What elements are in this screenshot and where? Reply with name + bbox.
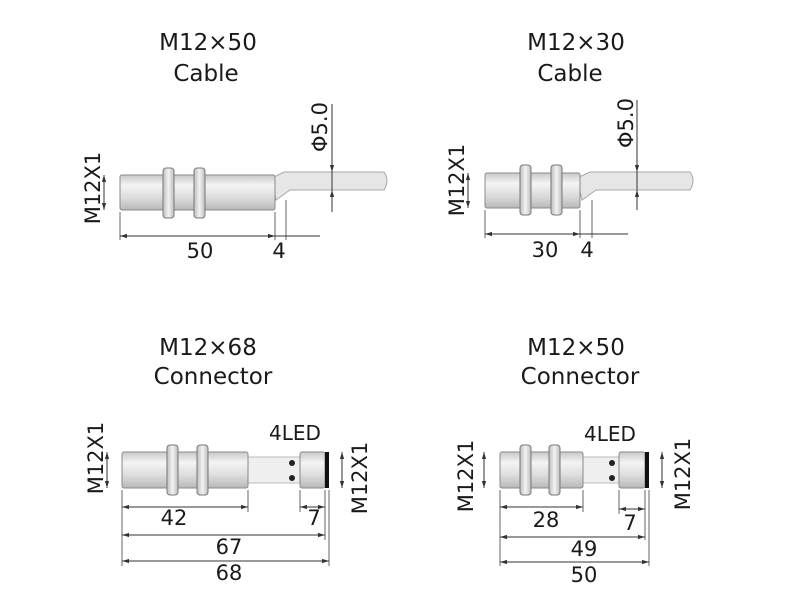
diagram-m12x30-cable: M12×30 Cable M12X1 Φ5.0 30 4 [445, 30, 694, 262]
diagram-title-line1: M12×68 [159, 335, 257, 361]
total-length-label: 68 [216, 561, 243, 585]
thread-label-left: M12X1 [84, 422, 108, 495]
led-indicator [609, 460, 615, 466]
connector-length-label: 7 [307, 506, 320, 530]
gap-length-label: 4 [580, 238, 593, 262]
body-length-label: 28 [533, 508, 560, 532]
lock-nut [166, 444, 179, 496]
total-length-label: 50 [571, 563, 598, 587]
sensor-body [121, 451, 249, 489]
led-label: 4LED [584, 422, 636, 446]
cable-diameter-label: Φ5.0 [614, 98, 638, 148]
connector-length-label: 7 [623, 511, 636, 535]
body-length-label: 42 [161, 506, 188, 530]
inner-length-label: 67 [216, 535, 243, 559]
m12-connector [299, 451, 326, 489]
diagram-title-line2: Cable [173, 61, 238, 87]
sensor-cable [576, 171, 694, 201]
thread-label-right: M12X1 [671, 438, 695, 511]
lock-nut [548, 444, 561, 496]
thread-label-right: M12X1 [348, 442, 372, 515]
diagram-m12x68-connector: M12×68 Connector 4LED M12X1 M12X1 42 7 6… [84, 335, 372, 585]
diagram-m12x50-cable: M12×50 Cable M12X1 Φ5.0 50 4 [81, 30, 388, 263]
lock-nut [519, 444, 532, 496]
connector-end-ring [645, 452, 649, 488]
diagram-m12x50-connector: M12×50 Connector 4LED M12X1 M12X1 28 7 4… [454, 335, 695, 587]
lock-nut [162, 167, 175, 219]
inner-length-label: 49 [571, 537, 598, 561]
diagram-title-line1: M12×30 [527, 30, 625, 56]
sensor-cable [271, 171, 388, 201]
cable-diameter-label: Φ5.0 [308, 102, 332, 152]
led-label: 4LED [269, 421, 321, 445]
led-indicator [609, 475, 615, 481]
lock-nut [550, 164, 563, 216]
gap-length-label: 4 [272, 239, 285, 263]
body-length-label: 50 [187, 239, 214, 263]
diagram-title-line1: M12×50 [527, 335, 625, 361]
diagram-title-line2: Cable [537, 61, 602, 87]
m12-connector [618, 451, 646, 489]
diagram-title-line2: Connector [154, 364, 273, 390]
lock-nut [193, 167, 206, 219]
thread-label: M12X1 [81, 152, 105, 225]
body-length-label: 30 [532, 238, 559, 262]
thread-label-left: M12X1 [454, 440, 478, 513]
diagram-title-line1: M12×50 [159, 30, 257, 56]
led-indicator [289, 460, 295, 466]
sensor-body [484, 172, 581, 209]
connector-end-ring [325, 452, 329, 488]
diagram-title-line2: Connector [521, 364, 640, 390]
lock-nut [519, 164, 532, 216]
lock-nut [196, 444, 209, 496]
thread-label: M12X1 [445, 144, 469, 217]
sensor-body [499, 451, 584, 489]
led-indicator [289, 475, 295, 481]
